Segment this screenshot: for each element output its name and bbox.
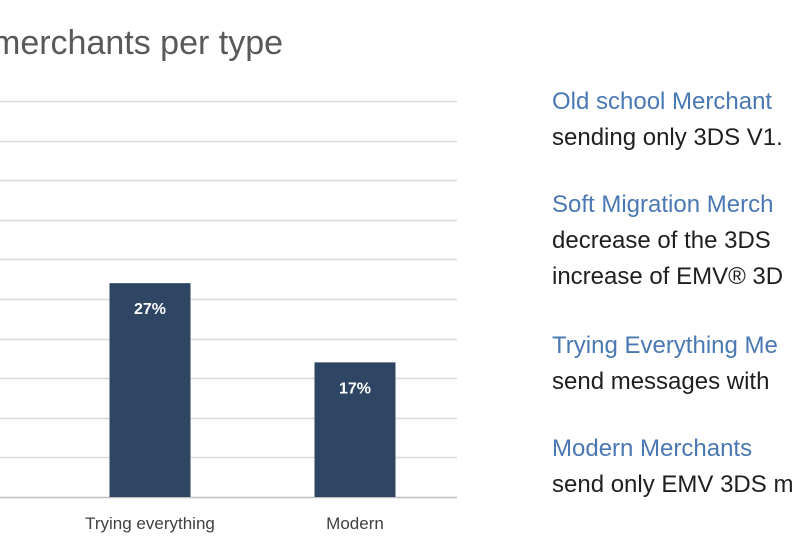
- legend-heading: Trying Everything Me: [552, 332, 778, 359]
- bar: [314, 362, 396, 497]
- legend-heading: Soft Migration Merch: [552, 191, 774, 218]
- bar: [109, 283, 191, 497]
- data-label: 27%: [134, 301, 166, 318]
- legend-heading: Old school Merchant: [552, 88, 773, 115]
- chart-title: merchants per type: [0, 24, 284, 62]
- legend-heading: Modern Merchants: [552, 435, 753, 462]
- bars: 27% 17%: [109, 283, 396, 497]
- data-label: 17%: [339, 380, 371, 397]
- gridlines: [0, 100, 457, 499]
- legend-text: send only EMV 3DS m: [552, 471, 794, 498]
- legend-text: sending only 3DS V1.: [552, 124, 783, 151]
- merchant-type-legend: Old school Merchant sending only 3DS V1.…: [552, 0, 810, 540]
- legend-item-old-school: Old school Merchant sending only 3DS V1.: [552, 84, 783, 156]
- x-tick-label: Trying everything: [85, 514, 215, 533]
- legend-item-modern: Modern Merchants send only EMV 3DS m: [552, 431, 793, 503]
- legend-text: increase of EMV® 3D: [552, 263, 784, 290]
- legend-text: decrease of the 3DS: [552, 227, 771, 254]
- legend-item-trying-everything: Trying Everything Me send messages with: [552, 328, 778, 400]
- legend-text: send messages with: [552, 368, 770, 395]
- x-tick-label: Modern: [326, 514, 384, 533]
- legend-item-soft-migration: Soft Migration Merch decrease of the 3DS…: [552, 187, 783, 295]
